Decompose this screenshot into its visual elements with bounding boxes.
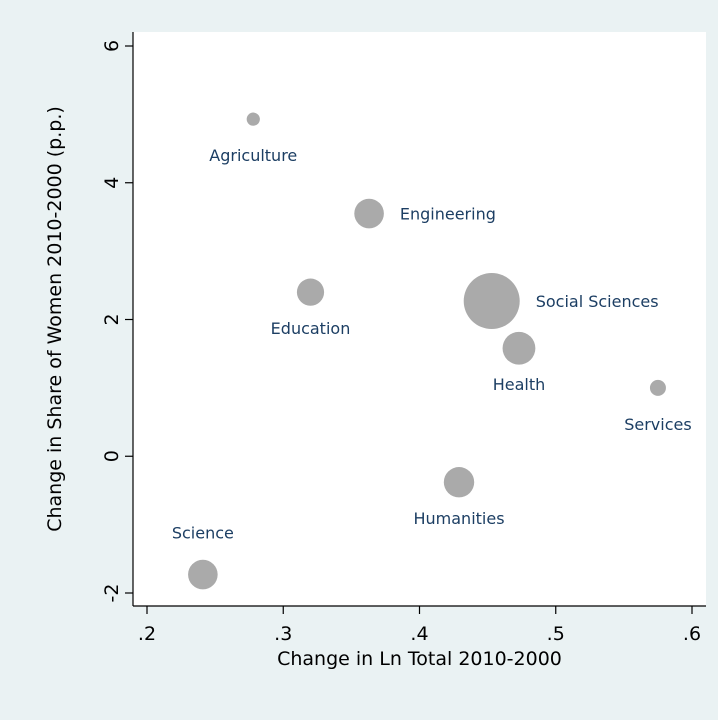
point-science [188,559,218,590]
y-tick-label: -2 [101,584,123,603]
y-tick-label: 2 [101,313,123,325]
axes: .2 .3 .4 .5 .6 -2 0 2 4 6 [101,32,706,645]
point-social-sciences [463,273,520,330]
point-label-science: Science [172,524,234,543]
y-axis-title: Change in Share of Women 2010-2000 (p.p.… [44,106,66,532]
point-label-education: Education [271,319,351,338]
x-tick-label: .4 [410,623,428,645]
point-services [649,379,666,396]
x-tick-label: .3 [274,623,292,645]
point-labels: Agriculture Engineering Education Social Sc… [172,146,692,542]
point-label-health: Health [493,375,546,394]
point-label-humanities: Humanities [413,509,504,528]
y-tick-label: 0 [101,450,123,462]
y-tick-label: 6 [101,40,123,52]
x-tick-label: .2 [138,623,156,645]
point-agriculture [246,112,260,126]
plot-area [133,32,706,606]
point-label-social-sciences: Social Sciences [536,292,659,311]
x-tick-label: .5 [547,623,565,645]
point-education [296,278,325,306]
point-health [502,331,536,365]
point-engineering [354,198,384,229]
point-label-agriculture: Agriculture [209,146,297,165]
point-label-engineering: Engineering [400,205,496,224]
point-label-services: Services [624,415,691,434]
x-axis-title: Change in Ln Total 2010-2000 [277,648,562,670]
point-humanities [443,467,475,498]
data-points [188,112,666,590]
y-tick-label: 4 [101,177,123,189]
x-tick-label: .6 [683,623,701,645]
